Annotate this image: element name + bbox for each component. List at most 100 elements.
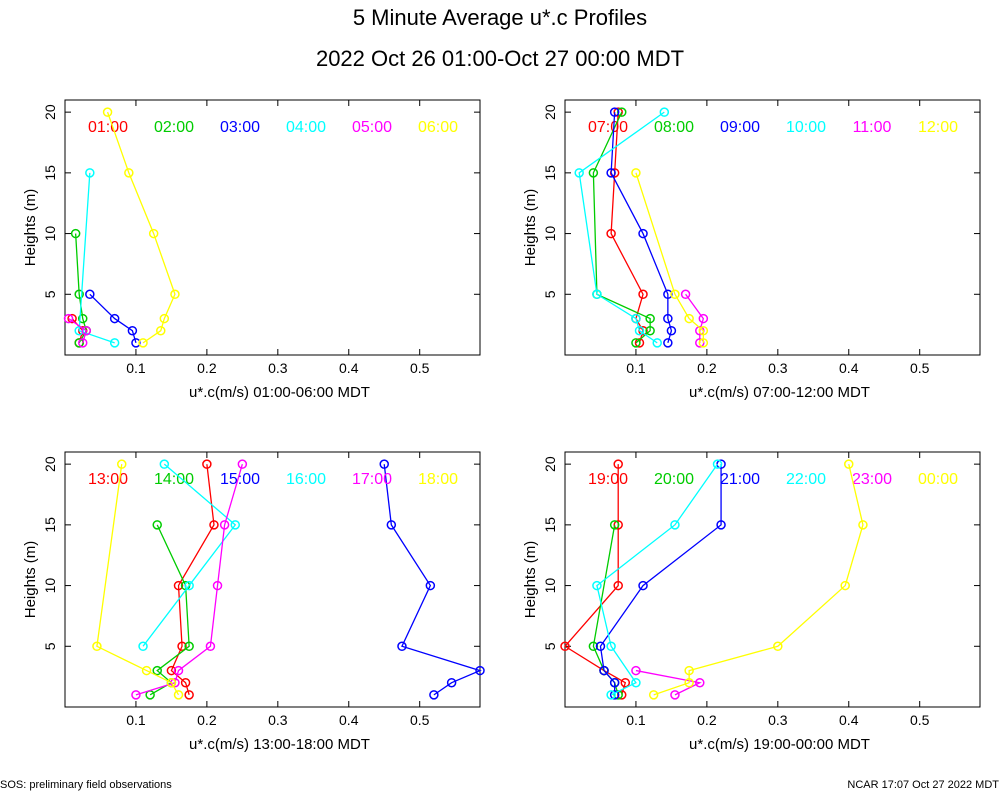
data-point bbox=[695, 677, 705, 688]
series-0600 bbox=[102, 107, 180, 348]
x-tick-label: 0.1 bbox=[126, 360, 146, 376]
series-1600 bbox=[138, 459, 241, 652]
data-point bbox=[684, 677, 694, 688]
data-point bbox=[425, 580, 436, 591]
data-point bbox=[219, 520, 230, 530]
series-line bbox=[106, 111, 176, 344]
legend-entry: 09:00 bbox=[720, 119, 760, 136]
series-0300 bbox=[85, 289, 141, 348]
data-point bbox=[74, 325, 84, 336]
series-1700 bbox=[131, 459, 248, 700]
data-point bbox=[840, 580, 850, 591]
legend-entry: 20:00 bbox=[654, 471, 694, 488]
series-2200 bbox=[592, 459, 723, 700]
legend-entry: 22:00 bbox=[786, 471, 826, 488]
series-line bbox=[89, 293, 137, 344]
x-tick-label: 0.4 bbox=[839, 712, 859, 728]
data-point bbox=[684, 313, 694, 324]
chart-panel-3: 0.1 0.2 0.3 0.4 0.5 5 10 15 20 u*.c(m/s) 13:00-18… bbox=[22, 451, 485, 753]
data-point bbox=[613, 459, 623, 469]
data-point bbox=[638, 289, 648, 300]
data-point bbox=[159, 313, 170, 324]
data-point bbox=[773, 641, 783, 652]
plot-frame bbox=[564, 99, 981, 356]
data-point bbox=[606, 690, 616, 700]
series-2100 bbox=[595, 459, 726, 700]
data-point bbox=[560, 641, 570, 652]
data-point bbox=[617, 107, 627, 117]
data-point bbox=[631, 677, 641, 688]
legend-entry: 02:00 bbox=[154, 119, 194, 136]
data-point bbox=[429, 690, 439, 700]
series-line bbox=[635, 669, 702, 696]
data-point bbox=[588, 168, 599, 178]
data-point bbox=[397, 641, 407, 652]
data-point bbox=[595, 641, 606, 652]
y-axis-label: Heights (m) bbox=[522, 541, 539, 619]
series-line bbox=[599, 464, 722, 695]
data-point bbox=[638, 228, 648, 239]
x-tick-label: 0.3 bbox=[268, 712, 288, 728]
x-tick-label: 0.5 bbox=[910, 712, 930, 728]
data-point bbox=[663, 313, 673, 324]
data-point bbox=[716, 520, 726, 530]
series-1400 bbox=[145, 520, 194, 700]
y-tick-label: 15 bbox=[42, 165, 58, 181]
data-point bbox=[77, 313, 88, 324]
data-point bbox=[634, 338, 645, 348]
data-point bbox=[156, 325, 166, 336]
legend-entry: 07:00 bbox=[588, 119, 628, 136]
data-point bbox=[620, 677, 631, 688]
x-tick-label: 0.4 bbox=[839, 360, 859, 376]
series-0400 bbox=[74, 168, 120, 348]
data-point bbox=[109, 338, 120, 348]
data-point bbox=[152, 665, 162, 676]
series-0000 bbox=[648, 459, 868, 700]
data-point bbox=[205, 641, 216, 652]
legend-entry: 21:00 bbox=[720, 471, 760, 488]
x-tick-label: 0.5 bbox=[410, 360, 430, 376]
x-tick-label: 0.5 bbox=[910, 360, 930, 376]
data-point bbox=[613, 580, 623, 591]
data-point bbox=[141, 665, 152, 676]
legend-entry: 18:00 bbox=[418, 471, 458, 488]
series-1800 bbox=[92, 459, 184, 700]
series-line bbox=[564, 464, 627, 696]
data-point bbox=[446, 677, 457, 688]
series-1900 bbox=[560, 459, 631, 700]
data-point bbox=[109, 313, 120, 324]
plot-frame bbox=[64, 451, 481, 708]
data-point bbox=[184, 580, 194, 591]
footer-timestamp: NCAR 17:07 Oct 27 2022 MDT bbox=[847, 779, 999, 791]
data-point bbox=[631, 313, 641, 324]
x-tick-label: 0.5 bbox=[410, 712, 430, 728]
chart-panel-4: 0.1 0.2 0.3 0.4 0.5 5 10 15 20 u*.c(m/s) 19:00-00… bbox=[522, 451, 981, 753]
y-tick-label: 15 bbox=[42, 517, 58, 533]
data-point bbox=[230, 520, 241, 530]
x-tick-label: 0.3 bbox=[268, 360, 288, 376]
data-point bbox=[138, 338, 148, 348]
legend-entry: 12:00 bbox=[918, 119, 958, 136]
y-tick-label: 5 bbox=[42, 642, 58, 650]
x-tick-label: 0.2 bbox=[697, 360, 717, 376]
data-point bbox=[184, 690, 194, 700]
legend-entry: 10:00 bbox=[786, 119, 826, 136]
data-point bbox=[666, 325, 677, 336]
data-point bbox=[844, 459, 854, 469]
data-point bbox=[202, 459, 212, 469]
data-point bbox=[180, 677, 191, 688]
data-point bbox=[652, 338, 662, 348]
x-tick-label: 0.3 bbox=[768, 712, 788, 728]
series-line bbox=[592, 111, 651, 344]
data-point bbox=[670, 690, 680, 700]
series-line bbox=[135, 463, 243, 696]
data-point bbox=[63, 313, 74, 324]
footer-note: SOS: preliminary field observations bbox=[0, 779, 172, 791]
y-tick-label: 5 bbox=[42, 290, 58, 298]
y-axis-label: Heights (m) bbox=[22, 189, 39, 267]
data-point bbox=[170, 289, 180, 300]
series-line bbox=[170, 464, 215, 696]
legend-entry: 08:00 bbox=[654, 119, 694, 136]
y-tick-label: 10 bbox=[42, 226, 58, 242]
y-axis-label: Heights (m) bbox=[22, 541, 39, 619]
